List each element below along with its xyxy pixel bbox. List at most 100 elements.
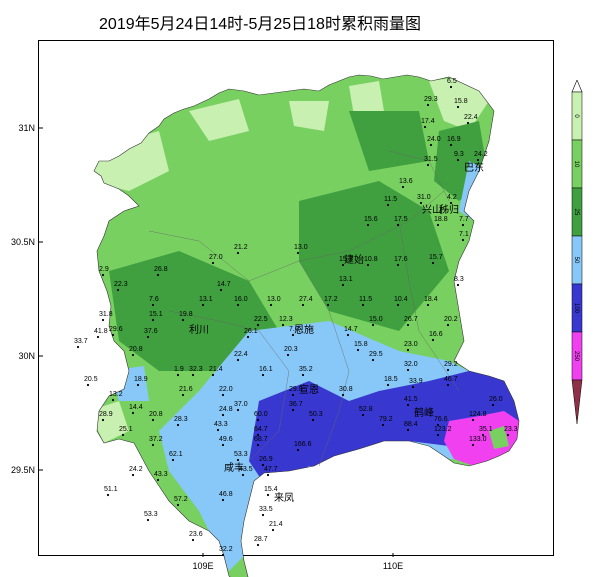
station-dot: [406, 428, 410, 432]
station-value-label: 23.0: [404, 341, 418, 348]
legend-tick-label: 250: [573, 351, 579, 362]
station-value-label: 1.9: [174, 366, 184, 373]
station-dot: [86, 383, 90, 387]
station-value-label: 88.4: [404, 421, 418, 428]
station-dot: [256, 418, 260, 422]
station-value-label: 20.8: [129, 346, 143, 353]
map-title: 2019年5月24日14时-5月25日18时累积雨量图: [99, 16, 421, 33]
station-dot: [361, 413, 365, 417]
axis-tick-labels: 31N 30.5N 30N 29.5N 109E 110E: [11, 123, 403, 571]
station-value-label: 15.8: [454, 98, 468, 105]
station-value-label: 14.7: [344, 326, 358, 333]
place-name-label: 建始: [344, 253, 364, 266]
station-value-label: 60.0: [254, 411, 268, 418]
station-dot: [261, 513, 265, 517]
station-value-label: 11.5: [359, 296, 372, 303]
station-value-label: 49.6: [219, 436, 233, 443]
legend-top-arrow: [571, 80, 583, 93]
station-dot: [371, 358, 375, 362]
station-value-label: 37.0: [234, 401, 248, 408]
station-dot: [256, 433, 260, 437]
station-dot: [176, 503, 180, 507]
station-dot: [431, 338, 435, 342]
station-value-label: 10.4: [394, 296, 408, 303]
station-value-label: 16.0: [234, 296, 248, 303]
legend-bottom-arrow: [571, 379, 583, 425]
station-dot: [131, 353, 135, 357]
zone-light-green: [429, 76, 489, 131]
station-dot: [171, 458, 175, 462]
station-value-label: 15.8: [354, 341, 368, 348]
x-tick-label: 110E: [383, 561, 403, 571]
station-dot: [256, 323, 260, 327]
station-value-label: 35.1: [479, 426, 493, 433]
x-tick-label: 109E: [192, 561, 213, 571]
station-dot: [156, 273, 160, 277]
station-dot: [219, 288, 223, 292]
place-name-label: 咸丰: [224, 461, 244, 474]
station-value-label: 124.8: [469, 411, 487, 418]
station-dot: [181, 318, 185, 322]
station-dot: [151, 443, 155, 447]
station-dot: [151, 418, 155, 422]
station-value-label: 13.1: [339, 276, 353, 283]
station-dot: [136, 383, 140, 387]
station-value-label: 68.7: [254, 436, 268, 443]
station-dot: [146, 335, 150, 339]
station-dot: [221, 553, 225, 557]
station-value-label: 25.1: [119, 426, 133, 433]
station-dot: [96, 335, 100, 339]
station-dot: [311, 418, 315, 422]
legend-tick-label: 50: [573, 257, 579, 264]
station-value-label: 24.2: [474, 151, 488, 158]
station-dot: [301, 303, 305, 307]
station-dot: [131, 411, 135, 415]
station-dot: [386, 203, 390, 207]
station-dot: [216, 428, 220, 432]
station-value-label: 13.0: [267, 296, 281, 303]
y-tick-label: 30.5N: [11, 237, 35, 247]
station-value-label: 50.3: [309, 411, 323, 418]
station-value-label: 15.3: [339, 256, 353, 263]
station-value-label: 32.2: [219, 546, 233, 553]
legend-tick-label: 0: [573, 114, 579, 118]
station-value-label: 7.7: [459, 216, 469, 223]
station-dot: [446, 383, 450, 387]
station-value-label: 41.5: [404, 396, 418, 403]
station-dot: [121, 433, 125, 437]
station-value-label: 62.1: [169, 451, 183, 458]
station-value-label: 15.7: [429, 254, 443, 261]
station-value-label: 21.6: [179, 386, 193, 393]
station-value-label: 19.8: [179, 311, 193, 318]
station-dot: [471, 443, 475, 447]
station-dot: [176, 373, 180, 377]
legend-tick-label: 100: [573, 303, 579, 314]
station-dot: [429, 143, 433, 147]
station-value-label: 33.5: [259, 506, 273, 513]
station-dot: [423, 125, 427, 129]
station-dot: [301, 373, 305, 377]
station-value-label: 16.1: [259, 366, 273, 373]
station-value-label: 22.4: [464, 114, 478, 121]
station-value-label: 166.6: [294, 441, 312, 448]
station-value-label: 13.2: [109, 391, 123, 398]
station-dot: [111, 333, 115, 337]
station-dot: [406, 323, 410, 327]
station-value-label: 15.1: [149, 311, 163, 318]
station-dot: [426, 103, 430, 107]
station-value-label: 15.0: [369, 316, 383, 323]
station-value-label: 17.4: [421, 118, 435, 125]
station-value-label: 37.2: [149, 436, 163, 443]
station-value-label: 2.9: [99, 266, 109, 273]
map-border: [39, 127, 394, 557]
y-tick-label: 30N: [18, 351, 35, 361]
station-value-label: 51.1: [104, 486, 118, 493]
station-value-label: 26.9: [259, 456, 273, 463]
station-dot: [461, 238, 465, 242]
station-dot: [271, 528, 275, 532]
station-value-label: 12.3: [279, 316, 293, 323]
station-value-label: 23.6: [189, 531, 203, 538]
station-value-label: 7.6: [149, 296, 159, 303]
station-dot: [466, 121, 470, 125]
station-markers: 6.5 29.3 15.8 17.4 22.4 24.0 16.9 31.5 9.3 24.2 13…: [74, 78, 518, 557]
